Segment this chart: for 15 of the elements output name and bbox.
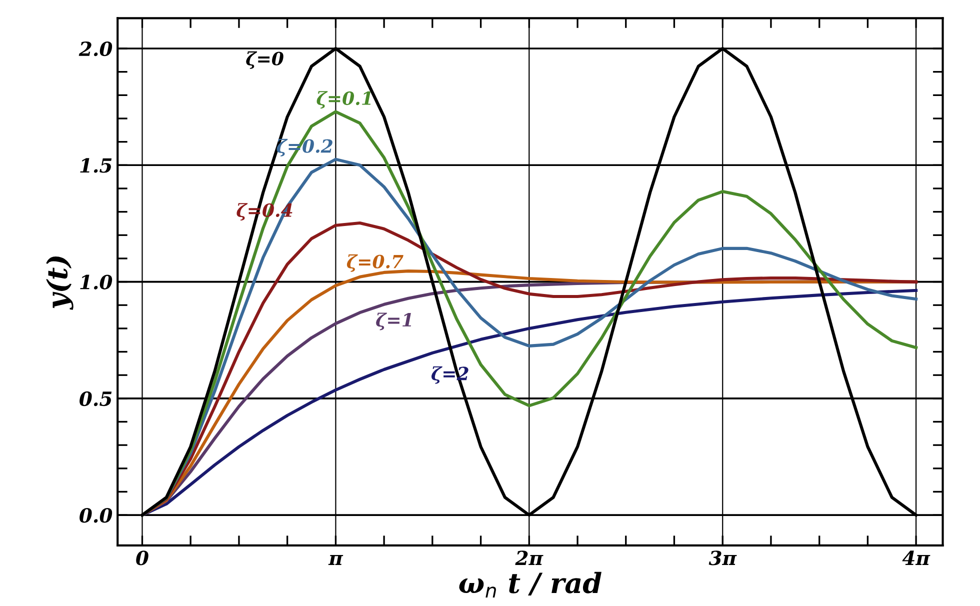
y-tick-label: 1.5 (80, 158, 112, 173)
x-tick-label: 3π (708, 550, 737, 566)
x-axis-title: ω$_{n}$ t / rad (459, 572, 602, 598)
y-axis-title: y(t) (46, 256, 74, 310)
x-tick-label: π (328, 554, 344, 566)
y-tick-label: 0.0 (80, 508, 112, 523)
x-tick-label: 0 (136, 550, 148, 566)
x-tick-label: 2π (515, 550, 544, 566)
y-tick-label: 0.5 (80, 391, 112, 406)
series-label: ζ=0 (246, 51, 284, 69)
series-label: ζ=0.7 (346, 254, 404, 272)
y-tick-label: 2.0 (78, 41, 112, 56)
series-label: ζ=1 (376, 312, 412, 330)
y-tick-label: 1.0 (80, 274, 112, 290)
x-tick-label: 4π (902, 550, 930, 566)
